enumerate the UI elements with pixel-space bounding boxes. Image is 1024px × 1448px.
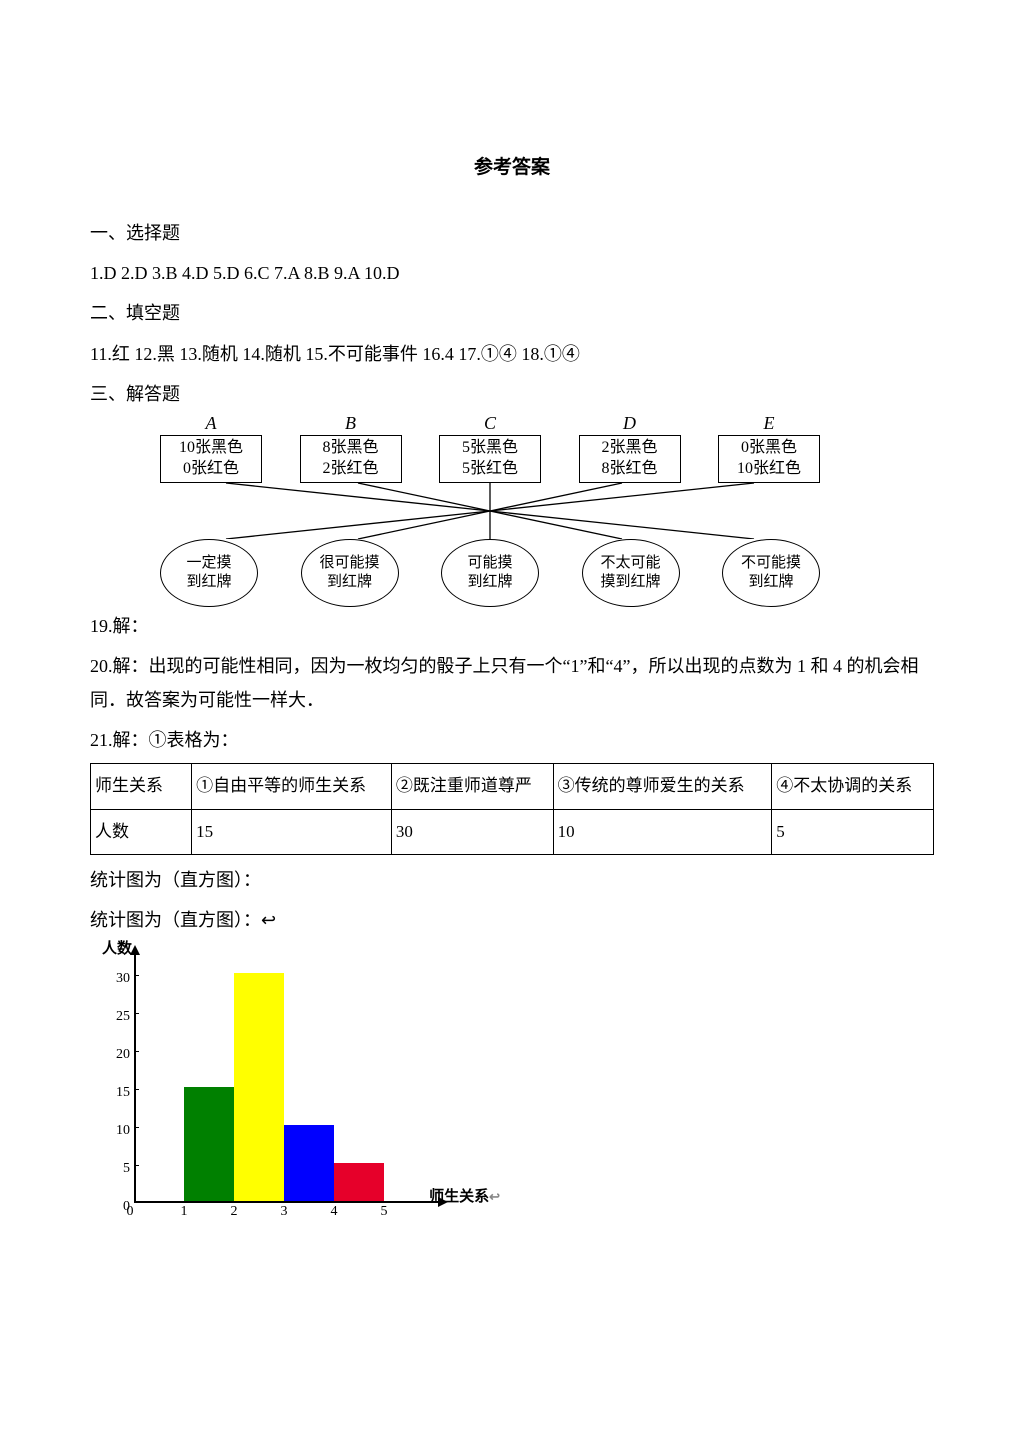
table-cell: 5: [772, 809, 934, 854]
q20-text: 20.解：出现的可能性相同，因为一枚均匀的骰子上只有一个“1”和“4”，所以出现…: [90, 649, 934, 717]
diagram-box-line1: 5张黑色: [440, 438, 540, 459]
section-2-answers: 11.红 12.黑 13.随机 14.随机 15.不可能事件 16.4 17.①…: [90, 337, 934, 371]
diagram-box-label: C: [440, 412, 540, 435]
chart-xtick-label: 3: [274, 1199, 294, 1226]
diagram-box-line2: 8张红色: [580, 459, 680, 480]
diagram-box: E0张黑色10张红色: [718, 435, 820, 483]
table-row-label: 人数: [91, 809, 192, 854]
diagram-lines: [160, 483, 820, 539]
chart-bar: [284, 1125, 334, 1201]
diagram-box-line1: 8张黑色: [301, 438, 401, 459]
diagram-circle: 不可能摸 到红牌: [722, 539, 820, 607]
chart-ytick-mark: [134, 1165, 139, 1166]
diagram-box-label: D: [580, 412, 680, 435]
chart-ytick-mark: [134, 975, 139, 976]
diagram-box: C5张黑色5张红色: [439, 435, 541, 483]
chart-xtick-label: 1: [174, 1199, 194, 1226]
diagram-box-line2: 5张红色: [440, 459, 540, 480]
chart-ytick-label: 15: [100, 1080, 130, 1107]
chart-ytick-mark: [134, 1051, 139, 1052]
table-header-cell: ②既注重师道尊严: [391, 764, 553, 809]
diagram-box-line2: 2张红色: [301, 459, 401, 480]
q19-label: 19.解：: [90, 609, 934, 643]
chart-origin-label: 0: [120, 1199, 140, 1226]
diagram-circle: 不太可能 摸到红牌: [582, 539, 680, 607]
chart-ytick-mark: [134, 1127, 139, 1128]
chart-ytick-label: 10: [100, 1118, 130, 1145]
chart-ytick-mark: [134, 1013, 139, 1014]
table-header-row: 师生关系①自由平等的师生关系②既注重师道尊严③传统的尊师爱生的关系④不太协调的关…: [91, 764, 934, 809]
table-header-cell: ④不太协调的关系: [772, 764, 934, 809]
chart-x-label-text: 师生关系: [429, 1189, 489, 1205]
chart-xtick-label: 2: [224, 1199, 244, 1226]
diagram-box-line1: 10张黑色: [161, 438, 261, 459]
chart-xtick-label: 5: [374, 1199, 394, 1226]
q19-diagram: A10张黑色0张红色 B8张黑色2张红色 C5张黑色5张红色 D2张黑色8张红色 E0张…: [160, 435, 820, 607]
chart-ytick-label: 25: [100, 1004, 130, 1031]
histogram-chart: 人数 师生关系↩ 051015202530123450: [90, 943, 450, 1233]
table-header-cell: ①自由平等的师生关系: [192, 764, 392, 809]
diagram-box-label: B: [301, 412, 401, 435]
diagram-box: D2张黑色8张红色: [579, 435, 681, 483]
diagram-circle: 可能摸 到红牌: [441, 539, 539, 607]
table-header-cell: 师生关系: [91, 764, 192, 809]
stat-label-2-text: 统计图为（直方图）：↩: [90, 910, 276, 930]
table-header-cell: ③传统的尊师爱生的关系: [553, 764, 772, 809]
stat-label-2: 统计图为（直方图）：↩: [90, 903, 934, 937]
chart-xtick-label: 4: [324, 1199, 344, 1226]
diagram-box: A10张黑色0张红色: [160, 435, 262, 483]
chart-ytick-label: 20: [100, 1042, 130, 1069]
section-1-heading: 一、选择题: [90, 216, 934, 250]
chart-bar: [184, 1087, 234, 1201]
page: 参考答案 一、选择题 1.D 2.D 3.B 4.D 5.D 6.C 7.A 8…: [0, 0, 1024, 1448]
chart-bar: [234, 973, 284, 1201]
chart-y-label: 人数: [102, 935, 132, 964]
table-cell: 15: [192, 809, 392, 854]
chart-y-arrow: [130, 945, 140, 955]
diagram-circle: 很可能摸 到红牌: [301, 539, 399, 607]
diagram-box-line2: 10张红色: [719, 459, 819, 480]
diagram-box: B8张黑色2张红色: [300, 435, 402, 483]
table-cell: 10: [553, 809, 772, 854]
diagram-circle: 一定摸 到红牌: [160, 539, 258, 607]
q21-table: 师生关系①自由平等的师生关系②既注重师道尊严③传统的尊师爱生的关系④不太协调的关…: [90, 763, 934, 855]
diagram-box-line2: 0张红色: [161, 459, 261, 480]
diagram-circle-row: 一定摸 到红牌很可能摸 到红牌可能摸 到红牌不太可能 摸到红牌不可能摸 到红牌: [160, 539, 820, 607]
section-2-heading: 二、填空题: [90, 296, 934, 330]
diagram-box-line1: 2张黑色: [580, 438, 680, 459]
chart-ytick-label: 30: [100, 966, 130, 993]
chart-bar: [334, 1163, 384, 1201]
chart-ytick-mark: [134, 1089, 139, 1090]
diagram-box-label: A: [161, 412, 261, 435]
diagram-connectors: [160, 483, 820, 539]
chart-ytick-label: 5: [100, 1156, 130, 1183]
table-cell: 30: [391, 809, 553, 854]
diagram-box-line1: 0张黑色: [719, 438, 819, 459]
diagram-box-label: E: [719, 412, 819, 435]
page-title: 参考答案: [90, 150, 934, 186]
diagram-box-row: A10张黑色0张红色 B8张黑色2张红色 C5张黑色5张红色 D2张黑色8张红色 E0张…: [160, 435, 820, 483]
q21-label: 21.解：①表格为：: [90, 723, 934, 757]
section-1-answers: 1.D 2.D 3.B 4.D 5.D 6.C 7.A 8.B 9.A 10.D: [90, 256, 934, 290]
chart-x-label: 师生关系↩: [429, 1183, 500, 1212]
section-3-heading: 三、解答题: [90, 377, 934, 411]
return-icon: ↩: [489, 1189, 500, 1204]
stat-label-1: 统计图为（直方图）：: [90, 863, 934, 897]
table-data-row: 人数1530105: [91, 809, 934, 854]
